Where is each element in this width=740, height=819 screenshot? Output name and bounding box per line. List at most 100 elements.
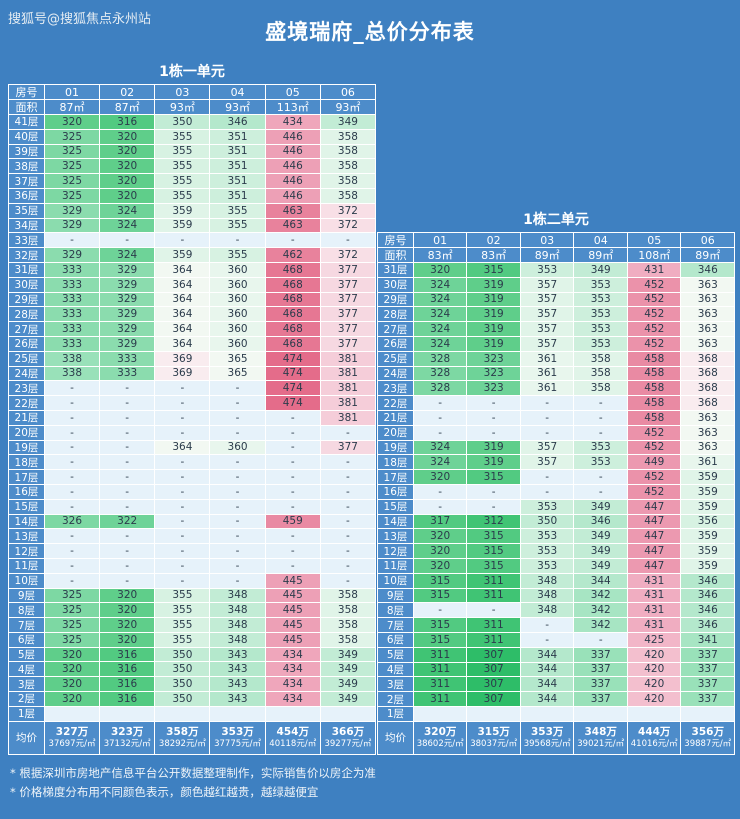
empty-price-cell: - [44,558,101,574]
price-cell: 445 [265,603,321,619]
price-cell: 447 [627,544,682,559]
price-cell: 447 [627,558,682,574]
avg-total-price: 323万 [110,725,144,738]
avg-unit-price: 39277元/㎡ [324,738,372,749]
price-cell: 337 [681,692,735,707]
price-cell: 320 [100,174,156,189]
price-cell: 356 [681,514,735,530]
avg-price-cell: 454万 40118元/㎡ [265,721,321,755]
table-row: 23层 - - - -474 381 [9,381,377,397]
price-cell: 377 [320,292,377,308]
floor-label-cell: 20层 [378,425,414,441]
empty-price-cell: - [44,470,101,485]
price-cell: 319 [467,307,521,323]
price-cell: 377 [320,336,377,352]
price-cell: 329 [44,218,101,234]
price-cell: 359 [681,529,735,545]
empty-price-cell: - [467,425,521,441]
price-cell: 368 [681,351,735,367]
price-cell: 431 [627,263,682,278]
empty-price-cell: - [44,440,101,456]
floor-label-cell: 1层 [9,706,45,722]
empty-price-cell [520,706,575,722]
empty-price-cell: - [574,410,628,426]
price-cell: 344 [574,573,628,589]
price-cell: 343 [210,692,266,707]
price-cell: 446 [265,129,321,145]
avg-total-price: 327万 [55,725,89,738]
price-cell: 338 [44,366,101,382]
floor-label-cell: 11层 [378,558,414,574]
price-cell: 324 [413,322,468,337]
empty-price-cell: - [413,499,468,515]
price-cell: 337 [574,692,628,707]
avg-total-price: 454万 [276,725,309,738]
area-value-cell: 93㎡ [210,100,266,115]
empty-price-cell: - [100,410,156,426]
floor-label-cell: 29层 [9,292,45,308]
empty-price-cell: - [265,425,321,441]
price-cell: 307 [467,647,521,663]
empty-price-cell: - [155,484,211,500]
price-cell: 359 [155,248,211,263]
floor-label-cell: 21层 [378,410,414,426]
price-cell: 323 [467,381,521,397]
price-cell: 361 [520,366,575,382]
price-cell: 351 [210,159,266,175]
price-cell: 337 [681,647,735,663]
avg-total-price: 348万 [584,725,617,738]
unit2-table-title: 1栋二单元 [523,212,589,228]
empty-price-cell [574,706,628,722]
table-row: 32层 329 324 359 355 462 372 [9,248,377,263]
empty-price-cell: - [155,410,211,426]
price-cell: 449 [627,455,682,471]
price-cell: 325 [44,174,101,189]
price-cell: 360 [210,262,266,278]
price-cell: 307 [467,677,521,693]
price-cell: 360 [210,307,266,323]
price-cell: 320 [44,692,101,707]
floor-label-cell: 27层 [378,322,414,337]
empty-price-cell: - [155,544,211,559]
price-cell: 365 [210,366,266,382]
price-cell: 358 [320,159,377,175]
price-cell: 359 [681,499,735,515]
empty-price-cell: - [467,396,521,411]
table-row: 18层 - - - - - - [9,455,377,471]
price-cell: 325 [44,603,101,619]
table-row: 10层 315 311 348 344 431 346 [378,573,735,589]
empty-price-cell [155,706,211,722]
price-cell: 363 [681,410,735,426]
floor-label-cell: 23层 [378,381,414,397]
price-cell: 312 [467,514,521,530]
floor-label-cell: 28层 [9,307,45,323]
empty-price-cell: - [574,425,628,441]
avg-price-cell: 327万 37697元/㎡ [44,721,101,755]
floor-label-cell: 18层 [9,455,45,471]
price-cell: 328 [413,366,468,382]
empty-price-cell: - [100,455,156,471]
price-cell: 363 [681,277,735,293]
price-cell: 338 [44,351,101,367]
price-cell: 333 [44,262,101,278]
floor-label-cell: 25层 [378,351,414,367]
avg-unit-price: 38037元/㎡ [470,738,518,749]
price-cell: 458 [627,381,682,397]
price-cell: 368 [681,366,735,382]
empty-price-cell: - [574,396,628,411]
room-number-cell: 06 [681,233,735,248]
price-cell: 349 [320,662,377,678]
table-row: 27层 333 329 364 360 468 377 [9,322,377,337]
floor-label-cell: 41层 [9,115,45,130]
price-cell: 329 [100,307,156,323]
price-cell: 357 [520,322,575,337]
empty-price-cell: - [100,484,156,500]
price-cell: 342 [574,603,628,619]
table-row: 11层 320 315 353 349 447 359 [378,558,735,574]
empty-price-cell [320,706,377,722]
price-cell: 315 [413,588,468,604]
floor-label-cell: 6层 [9,632,45,648]
floor-label-cell: 13层 [9,529,45,545]
area-value-cell: 89㎡ [681,248,735,263]
empty-price-cell: - [265,484,321,500]
